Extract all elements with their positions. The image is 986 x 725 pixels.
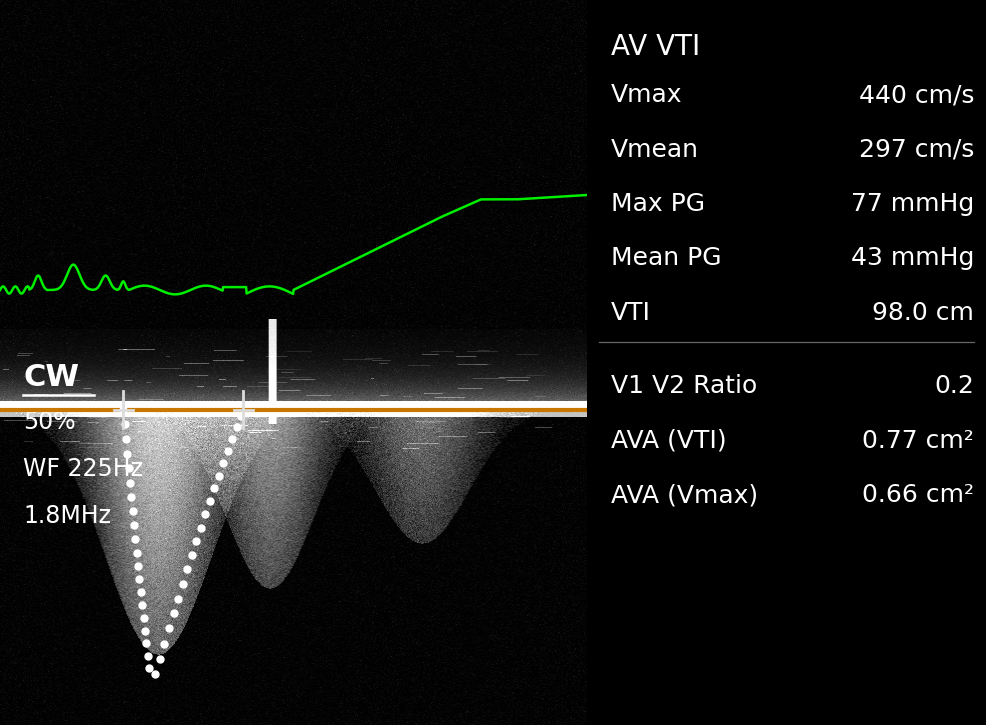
Text: Vmax: Vmax — [610, 83, 682, 107]
Text: AV VTI: AV VTI — [610, 33, 700, 61]
Text: AVA (VTI): AVA (VTI) — [610, 428, 727, 452]
Text: Vmean: Vmean — [610, 138, 699, 162]
Text: 0.2: 0.2 — [934, 374, 974, 398]
Text: Mean PG: Mean PG — [610, 247, 721, 270]
Text: VTI: VTI — [610, 301, 651, 325]
Text: CW: CW — [24, 362, 80, 392]
Text: 50%: 50% — [24, 410, 76, 434]
Text: 43 mmHg: 43 mmHg — [851, 247, 974, 270]
Text: 440 cm/s: 440 cm/s — [859, 83, 974, 107]
Text: WF 225Hz: WF 225Hz — [24, 457, 144, 481]
Text: 98.0 cm: 98.0 cm — [873, 301, 974, 325]
Text: 297 cm/s: 297 cm/s — [859, 138, 974, 162]
Text: 0.66 cm²: 0.66 cm² — [862, 483, 974, 507]
Text: Max PG: Max PG — [610, 192, 705, 216]
Text: 77 mmHg: 77 mmHg — [851, 192, 974, 216]
Text: 1.8MHz: 1.8MHz — [24, 504, 111, 528]
Text: AVA (Vmax): AVA (Vmax) — [610, 483, 758, 507]
Text: 0.77 cm²: 0.77 cm² — [863, 428, 974, 452]
Text: V1 V2 Ratio: V1 V2 Ratio — [610, 374, 757, 398]
